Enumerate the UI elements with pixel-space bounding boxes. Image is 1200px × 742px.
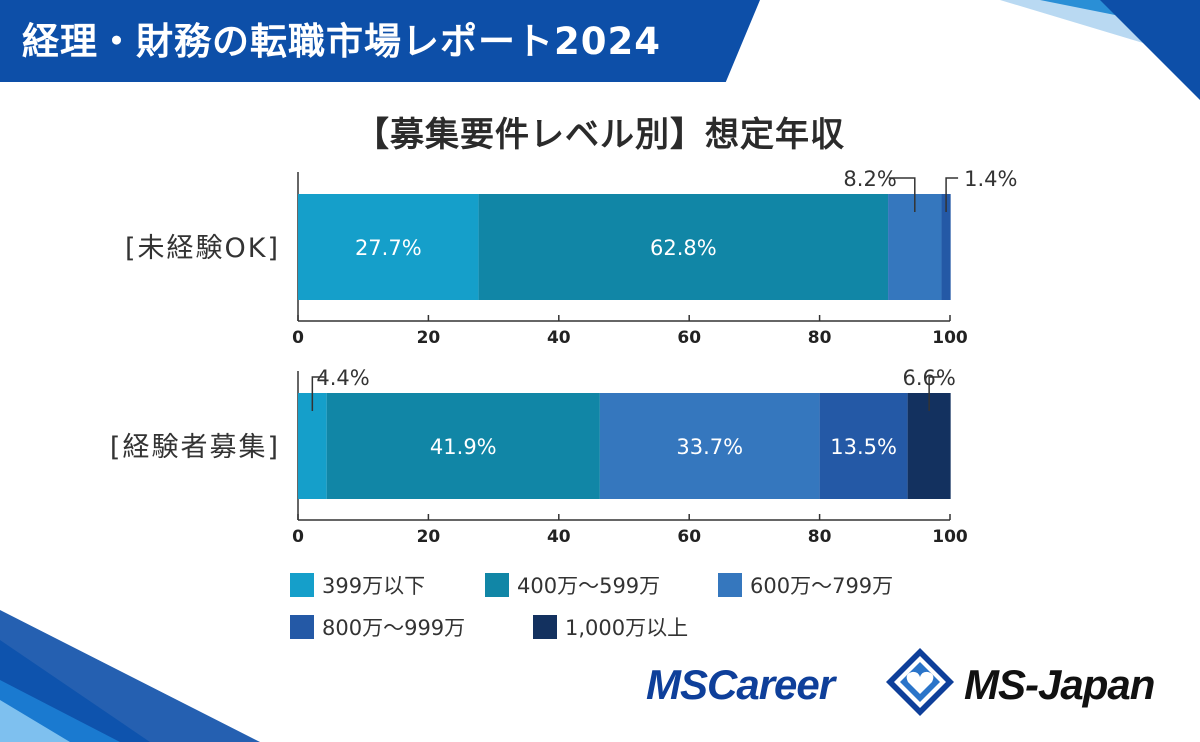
leader-line [945, 177, 959, 212]
data-label: 4.4% [316, 366, 369, 390]
msjapan-logo: MS-Japan [964, 661, 1155, 708]
x-tick-label: 0 [292, 527, 304, 547]
legend-label: 800万～999万 [322, 616, 466, 640]
data-label: 41.9% [430, 435, 497, 459]
data-label: 1.4% [964, 167, 1017, 191]
x-tick-label: 60 [677, 527, 701, 547]
data-label: 62.8% [650, 236, 717, 260]
legend-label: 399万以下 [322, 574, 426, 598]
bar-segment [941, 194, 951, 300]
legend-item: 600万～799万 [718, 570, 893, 600]
legend-label: 1,000万以上 [565, 616, 689, 640]
legend-label: 600万～799万 [750, 574, 894, 598]
mscareer-logo: MSCareer [646, 661, 835, 708]
bar-segment [599, 393, 820, 499]
x-tick-label: 60 [677, 328, 701, 348]
legend-swatch [485, 573, 509, 597]
legend-item: 399万以下 [290, 570, 425, 600]
legend-swatch [290, 615, 314, 639]
legend-swatch [718, 573, 742, 597]
leader-line [928, 376, 942, 411]
legend-item: 1,000万以上 [533, 612, 688, 642]
diamond-heart-logo-icon [886, 648, 954, 716]
bar-segment [298, 194, 479, 300]
data-label: 27.7% [355, 236, 422, 260]
x-tick-label: 20 [417, 527, 441, 547]
bar-segment [326, 393, 600, 499]
legend-item: 800万～999万 [290, 612, 465, 642]
data-label: 33.7% [676, 435, 743, 459]
bar-segment [819, 393, 908, 499]
legend-item: 400万～599万 [485, 570, 660, 600]
header-banner [0, 0, 760, 82]
x-tick-label: 40 [547, 527, 571, 547]
leader-line [888, 177, 916, 212]
legend-label: 400万～599万 [517, 574, 661, 598]
category-label: [未経験OK] [125, 233, 280, 264]
x-tick-label: 20 [417, 328, 441, 348]
chart-title: 【募集要件レベル別】想定年収 [355, 115, 845, 155]
leader-line [311, 376, 325, 411]
data-label: 6.6% [902, 366, 955, 390]
report-title: 経理・財務の転職市場レポート2024 [22, 20, 661, 63]
data-label: 13.5% [830, 435, 897, 459]
legend-swatch [290, 573, 314, 597]
x-tick-label: 80 [808, 328, 832, 348]
legend-swatch [533, 615, 557, 639]
x-tick-label: 100 [932, 328, 968, 348]
bar-segment [478, 194, 889, 300]
x-tick-label: 40 [547, 328, 571, 348]
x-tick-label: 100 [932, 527, 968, 547]
x-tick-label: 0 [292, 328, 304, 348]
category-label: [経験者募集] [110, 432, 280, 463]
x-tick-label: 80 [808, 527, 832, 547]
data-label: 8.2% [843, 167, 896, 191]
